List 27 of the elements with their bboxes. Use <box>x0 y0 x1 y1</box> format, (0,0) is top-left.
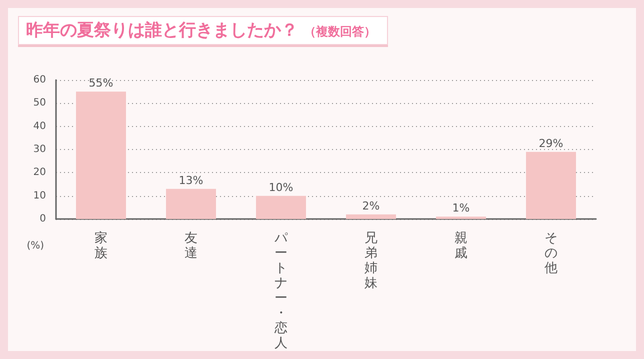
x-tick-label: 親戚 <box>454 231 468 261</box>
data-label: 13% <box>178 174 204 187</box>
y-tick-label: 10 <box>33 190 46 202</box>
x-tick-label: パートナー・恋人 <box>274 231 288 351</box>
data-label: 1% <box>452 202 470 215</box>
bar <box>256 196 306 219</box>
y-tick-label: 20 <box>33 167 46 178</box>
y-tick-label: 50 <box>33 98 46 109</box>
bar <box>526 152 576 219</box>
data-label: 55% <box>88 76 114 90</box>
y-tick-label: 0 <box>40 214 46 224</box>
bar <box>76 92 126 219</box>
data-label: 10% <box>268 180 294 194</box>
bar <box>346 214 396 219</box>
y-tick-label: 60 <box>33 74 46 86</box>
chart-title: 昨年の夏祭りは誰と行きましたか？ <box>26 20 298 40</box>
x-tick-label: その他 <box>544 231 558 276</box>
y-axis-title: (%) <box>26 240 44 252</box>
chart-subtitle: （複数回答） <box>304 24 376 38</box>
bar <box>166 188 216 219</box>
data-label: 2% <box>362 199 380 212</box>
x-tick-label: 友達 <box>184 231 198 261</box>
y-tick-label: 30 <box>33 144 46 155</box>
data-label: 29% <box>538 136 564 150</box>
x-tick-label: 家族 <box>94 230 108 261</box>
y-tick-label: 40 <box>33 120 46 132</box>
x-tick-label: 兄弟姉妹 <box>364 231 378 291</box>
